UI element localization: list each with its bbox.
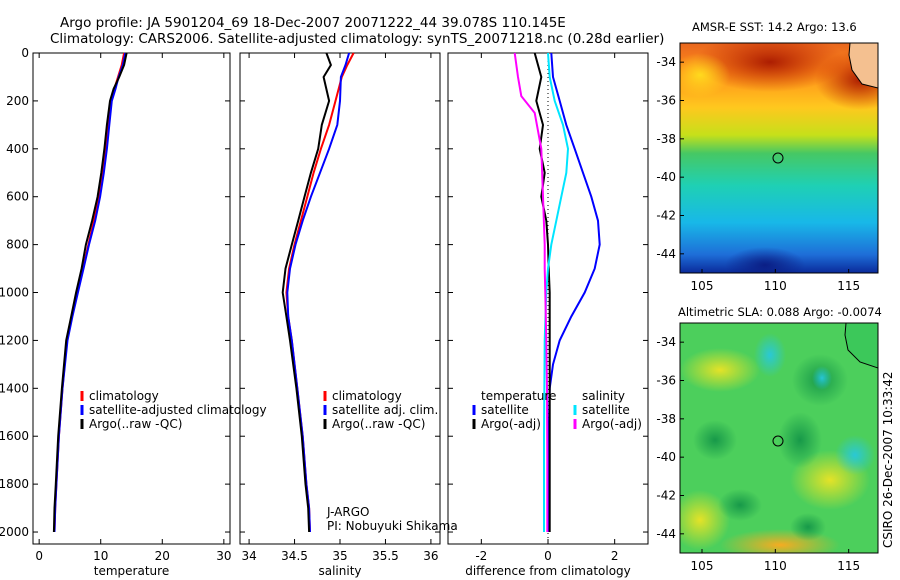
timestamp-label: CSIRO 26-Dec-2007 10:33:42 — [881, 371, 895, 548]
sla_map-ytick-label: -38 — [656, 412, 676, 426]
difference-series-salinity-argo-adj- — [513, 52, 549, 532]
sla-map-frame — [679, 322, 879, 554]
salinity-xtick-label: 36 — [423, 549, 438, 563]
salinity-series-argo-raw-qc- — [281, 52, 333, 533]
temperature-legend-label: Argo(..raw -QC) — [89, 417, 182, 431]
temperature-ytick-label: 800 — [6, 238, 29, 252]
project-label: J-ARGO — [326, 505, 369, 519]
temperature-xtick-label: 10 — [93, 549, 108, 563]
diff-legend-label: satellite — [481, 403, 529, 417]
salinity-xtick-label: 34.5 — [281, 549, 308, 563]
sla_map-xtick-label: 105 — [691, 559, 714, 573]
temperature-series-satellite-adjusted-climatology — [53, 52, 127, 533]
sst_map-ytick-label: -38 — [656, 132, 676, 146]
temperature-xtick-label: 30 — [216, 549, 231, 563]
sla-float-marker — [772, 435, 784, 447]
sst_map-xtick-label: 105 — [691, 279, 714, 293]
sla_map-ytick-label: -36 — [656, 374, 676, 388]
temperature-ytick-label: 1000 — [0, 286, 29, 300]
difference-xtick-label: -2 — [475, 549, 487, 563]
sst_map-xtick-label: 110 — [764, 279, 787, 293]
temperature-xtick-label: 0 — [35, 549, 43, 563]
temperature-ytick-label: 1200 — [0, 333, 29, 347]
salinity-legend-label: climatology — [332, 389, 402, 403]
sla-map-title: Altimetric SLA: 0.088 Argo: -0.0074 — [678, 305, 882, 319]
salinity-xtick-label: 35.5 — [372, 549, 399, 563]
sla_map-ytick-label: -34 — [656, 335, 676, 349]
diff-legend-label: Argo(-adj) — [481, 417, 541, 431]
pi-label: PI: Nobuyuki Shikama — [327, 519, 458, 533]
difference-xlabel: difference from climatology — [465, 564, 631, 578]
sst-map — [680, 43, 878, 273]
sla-map-axes: 105 110 115 -34 -36 -38 -40 -42 -44 — [656, 335, 860, 573]
sla_map-xtick-label: 115 — [837, 559, 860, 573]
sst_map-xtick-label: 115 — [837, 279, 860, 293]
diff-legend-label: temperature — [481, 389, 556, 403]
sst_map-ytick-label: -36 — [656, 94, 676, 108]
temperature-series-climatology — [53, 52, 126, 533]
difference-series-temperature-satellite — [547, 52, 601, 533]
salinity-legend-label: satellite adj. clim. — [332, 403, 438, 417]
salinity-xtick-label: 35 — [332, 549, 347, 563]
header-line-2: Climatology: CARS2006. Satellite-adjuste… — [50, 31, 664, 47]
temperature-ytick-label: 200 — [6, 94, 29, 108]
temperature-xlabel: temperature — [94, 564, 169, 578]
temperature-legend-label: satellite-adjusted climatology — [89, 403, 267, 417]
temperature-legend-label: climatology — [89, 389, 159, 403]
temperature-ytick-label: 600 — [6, 190, 29, 204]
sst_map-ytick-label: -42 — [656, 209, 676, 223]
temperature-xtick-label: 20 — [155, 549, 170, 563]
sst-map-title: AMSR-E SST: 14.2 Argo: 13.6 — [692, 20, 857, 34]
temperature-ytick-label: 1400 — [0, 381, 29, 395]
salinity-profile-panel: 34 34.5 35 35.5 36 salinity climatologysatelli… — [239, 52, 441, 578]
sst-float-marker — [772, 152, 784, 164]
sst-map-axes: 105 110 115 -34 -36 -38 -40 -42 -44 — [656, 55, 860, 293]
difference-series-temperature-argo-adj- — [533, 52, 551, 532]
temperature-ytick-label: 1600 — [0, 429, 29, 443]
salinity-legend-label: Argo(..raw -QC) — [332, 417, 425, 431]
difference-series-salinity-satellite — [543, 52, 570, 532]
difference-xtick-label: 0 — [544, 549, 552, 563]
salinity-xtick-label: 34 — [241, 549, 256, 563]
temperature-profile-panel: 0 10 20 30 temperature 0 200 400 600 800 1000 1200 1… — [0, 46, 267, 578]
diff-legend-label: Argo(-adj) — [582, 417, 642, 431]
temperature-ytick-label: 400 — [6, 142, 29, 156]
diff-legend-label: salinity — [582, 389, 625, 403]
sla_map-ytick-label: -44 — [656, 527, 676, 541]
temperature-frame — [32, 52, 231, 545]
sla_map-ytick-label: -42 — [656, 489, 676, 503]
sla_map-xtick-label: 110 — [764, 559, 787, 573]
sst-map-frame — [679, 42, 879, 274]
temperature-series-argo-raw-qc- — [52, 52, 128, 533]
sst_map-ytick-label: -34 — [656, 55, 676, 69]
diff-legend-label: satellite — [582, 403, 630, 417]
sla_map-ytick-label: -40 — [656, 450, 676, 464]
temperature-ytick-label: 2000 — [0, 525, 29, 539]
salinity-frame — [239, 52, 441, 545]
salinity-xlabel: salinity — [318, 564, 361, 578]
sla-map — [680, 323, 878, 553]
header-line-1: Argo profile: JA 5901204_69 18-Dec-2007 … — [60, 15, 566, 31]
temperature-ytick-label: 0 — [21, 46, 29, 60]
difference-xtick-label: 2 — [611, 549, 619, 563]
temperature-ytick-label: 1800 — [0, 477, 29, 491]
sst_map-ytick-label: -40 — [656, 170, 676, 184]
sst_map-ytick-label: -44 — [656, 247, 676, 261]
salinity-series-climatology — [285, 52, 355, 533]
salinity-series-satellite-adj-clim- — [286, 52, 351, 533]
